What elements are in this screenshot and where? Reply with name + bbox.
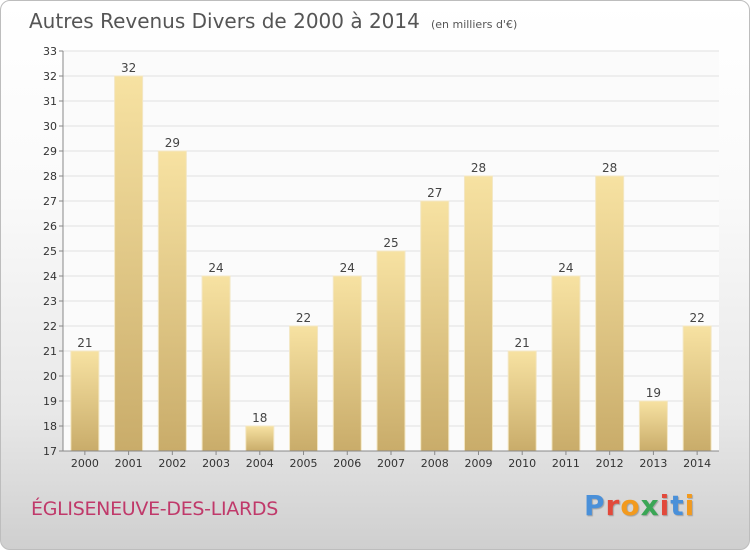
- data-label: 21: [77, 336, 92, 350]
- chart-subtitle: (en milliers d'€): [430, 18, 518, 31]
- y-tick-label: 19: [43, 395, 57, 408]
- x-tick-label: 2007: [377, 457, 405, 470]
- data-label: 24: [340, 261, 355, 275]
- x-tick-label: 2008: [421, 457, 449, 470]
- x-tick-label: 2005: [290, 457, 318, 470]
- bar: [376, 250, 406, 452]
- y-tick-label: 23: [43, 295, 57, 308]
- bar: [595, 175, 625, 452]
- proxiti-logo: Proxiti: [584, 489, 695, 522]
- data-label: 22: [296, 311, 311, 325]
- data-label: 18: [252, 411, 267, 425]
- data-label: 24: [558, 261, 573, 275]
- logo-letter: x: [640, 489, 660, 522]
- bar: [507, 350, 537, 452]
- bar: [420, 200, 450, 452]
- bar: [638, 400, 668, 452]
- x-tick-label: 2012: [596, 457, 624, 470]
- y-tick-label: 21: [43, 345, 57, 358]
- bar: [70, 350, 100, 452]
- x-tick-label: 2001: [115, 457, 143, 470]
- x-tick-label: 2006: [333, 457, 361, 470]
- bar: [157, 150, 187, 452]
- y-tick-label: 17: [43, 445, 57, 458]
- bar: [289, 325, 319, 452]
- y-tick-label: 29: [43, 145, 57, 158]
- y-tick-label: 27: [43, 195, 57, 208]
- data-label: 25: [383, 236, 398, 250]
- bar: [551, 275, 581, 452]
- data-label: 19: [646, 386, 661, 400]
- x-tick-label: 2010: [508, 457, 536, 470]
- y-tick-label: 33: [43, 45, 57, 58]
- y-tick-label: 20: [43, 370, 57, 383]
- data-label: 29: [165, 136, 180, 150]
- y-tick-label: 30: [43, 120, 57, 133]
- bar: [463, 175, 493, 452]
- y-tick-label: 24: [43, 270, 57, 283]
- x-tick-label: 2002: [158, 457, 186, 470]
- y-tick-label: 31: [43, 95, 57, 108]
- y-tick-label: 25: [43, 245, 57, 258]
- chart-title: Autres Revenus Divers de 2000 à 2014: [29, 9, 420, 33]
- logo-letter: i: [684, 489, 696, 522]
- data-label: 28: [471, 161, 486, 175]
- commune-name: ÉGLISENEUVE-DES-LIARDS: [31, 498, 278, 520]
- y-tick-label: 26: [43, 220, 57, 233]
- y-tick-label: 28: [43, 170, 57, 183]
- chart-title-block: Autres Revenus Divers de 2000 à 2014 (en…: [29, 9, 517, 33]
- bar: [332, 275, 362, 452]
- logo-letter: o: [620, 489, 641, 522]
- data-label: 32: [121, 61, 136, 75]
- bar: [245, 425, 275, 452]
- x-tick-label: 2013: [639, 457, 667, 470]
- x-tick-label: 2014: [683, 457, 711, 470]
- x-tick-label: 2000: [71, 457, 99, 470]
- y-tick-label: 22: [43, 320, 57, 333]
- logo-letter: r: [605, 489, 621, 522]
- data-label: 27: [427, 186, 442, 200]
- bar: [114, 75, 144, 452]
- data-label: 21: [515, 336, 530, 350]
- data-label: 28: [602, 161, 617, 175]
- data-label: 24: [208, 261, 223, 275]
- y-tick-label: 18: [43, 420, 57, 433]
- x-tick-label: 2003: [202, 457, 230, 470]
- logo-letter: t: [670, 489, 685, 522]
- x-tick-label: 2009: [464, 457, 492, 470]
- logo-letter: i: [659, 489, 671, 522]
- bar: [682, 325, 712, 452]
- y-tick-label: 32: [43, 70, 57, 83]
- x-tick-label: 2004: [246, 457, 274, 470]
- x-tick-label: 2011: [552, 457, 580, 470]
- data-label: 22: [689, 311, 704, 325]
- logo-letter: P: [584, 489, 606, 522]
- bar: [201, 275, 231, 452]
